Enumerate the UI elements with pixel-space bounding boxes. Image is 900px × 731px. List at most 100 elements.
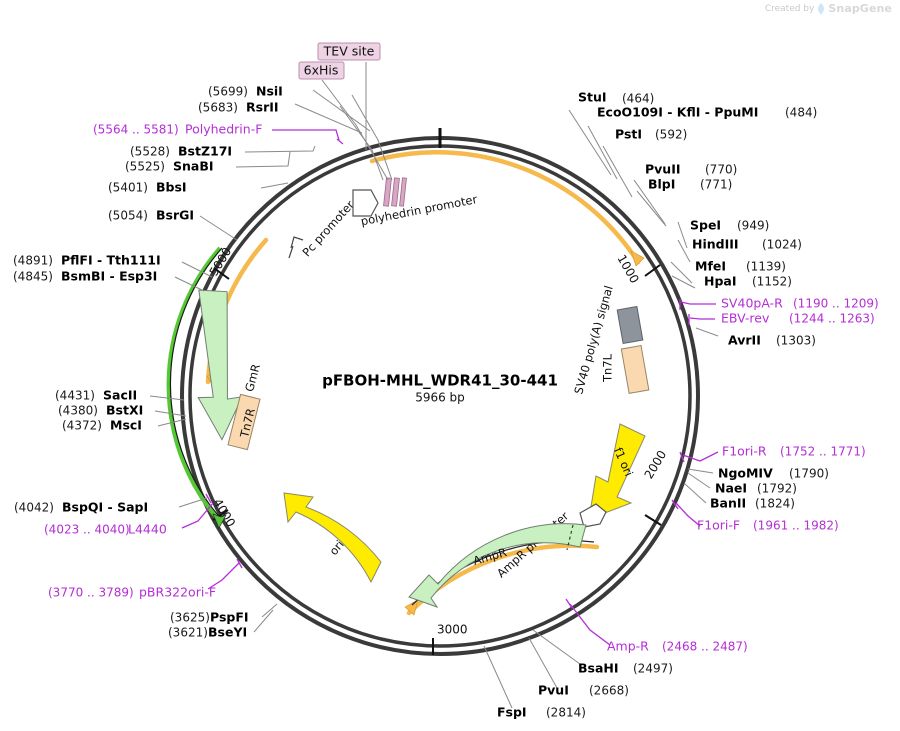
snapgene-leaf-icon (817, 2, 825, 15)
site-msci[interactable]: (4372) MscI (62, 418, 187, 433)
site-naei[interactable]: NaeI (1792) (687, 472, 797, 496)
feature-tn7l[interactable]: Tn7L (601, 345, 650, 394)
site-ecoo109i-kfli-ppumi[interactable]: EcoO109I - KflI - PpuMI (484) (587, 105, 817, 180)
site-f1ori-r[interactable]: F1ori-R (1752 .. 1771) (679, 444, 866, 463)
site-bseyi[interactable]: (3621) BseYI (168, 609, 274, 640)
site-bsahi[interactable]: BsaHI (2497) (532, 629, 673, 676)
feature-ampr[interactable]: AmpR (408, 523, 587, 608)
tick-label-2000: 2000 (642, 448, 670, 481)
plasmid-length: 5966 bp (415, 391, 465, 405)
site-bsmbi-esp3i[interactable]: (4845) BsmBI - Esp3I (13, 269, 205, 292)
site-blpi[interactable]: BlpI (771) (636, 177, 732, 227)
site-name-polyhedrin-f: Polyhedrin-F (185, 122, 262, 137)
site-name-f1ori-r: F1ori-R (722, 444, 767, 459)
site-bstxi[interactable]: (4380) BstXI (58, 403, 187, 418)
site-name-ngomiv: NgoMIV (718, 466, 773, 481)
site-snabi[interactable]: (5525) SnaBI (125, 151, 291, 174)
site-name-bstxi: BstXI (106, 403, 143, 418)
tick-label-3000: 3000 (437, 623, 468, 637)
orange-arc-arrowheads (206, 250, 645, 616)
site-psti[interactable]: PstI (592) (602, 127, 687, 198)
site-pos-f1ori-f: (1961 .. 1982) (753, 519, 839, 533)
site-ngomiv[interactable]: NgoMIV (1790) (687, 466, 829, 481)
site-name-stui: StuI (578, 90, 607, 105)
tag-tev-site[interactable]: TEV site (317, 42, 381, 150)
site-fspi[interactable]: FspI (2814) (483, 645, 586, 720)
site-bstz17i[interactable]: (5528) BstZ17I (130, 144, 316, 159)
site-name-banii: BanII (710, 496, 746, 511)
feature-label-tn7l: Tn7L (601, 353, 615, 383)
site-pvuii[interactable]: PvuII (770) (633, 162, 737, 225)
site-stui[interactable]: StuI (464) (568, 90, 654, 176)
site-pos-pbr322ori-f: (3770 .. 3789) (48, 586, 134, 600)
site-pspfi[interactable]: (3625) PspFI (170, 603, 278, 625)
site-spei[interactable]: SpeI (949) (677, 218, 769, 249)
site-name-bspqi: BspQI - SapI (62, 500, 148, 515)
site-pos-pspfi: (3625) (170, 611, 210, 625)
site-name-l4440: L4440 (128, 522, 167, 537)
feature-polyhedrin-promoter[interactable]: polyhedrin promoter (352, 177, 479, 229)
site-f1ori-f[interactable]: F1ori-F (1961 .. 1982) (671, 499, 839, 533)
site-name-psti: PstI (615, 127, 642, 142)
site-pos-hindiii: (1024) (762, 238, 802, 252)
site-sv40pa-r[interactable]: SV40pA-R (1190 .. 1209) (679, 296, 879, 311)
site-bspqi-sapi[interactable]: (4042) BspQI - SapI (14, 493, 212, 515)
site-hpai[interactable]: HpaI (1152) (671, 274, 792, 289)
site-pos-avrii: (1303) (776, 334, 816, 348)
site-nsii[interactable]: (5699) NsiI (208, 84, 371, 132)
site-ebv-rev[interactable]: EBV-rev (1244 .. 1263) (688, 311, 875, 326)
site-group-left: (3621) BseYI (3625) PspFI (3770 .. 3789)… (13, 253, 278, 640)
site-pos-polyhedrin-f: (5564 .. 5581) (93, 123, 179, 137)
site-name-bsahi: BsaHI (578, 661, 619, 676)
site-pos-snabi: (5525) (125, 160, 165, 174)
site-name-hpai: HpaI (704, 274, 737, 289)
site-pos-bbsi: (5401) (108, 181, 148, 195)
site-group-bottom: Amp-R (2468 .. 2487) BsaHI (2497) PvuI (… (483, 598, 748, 720)
site-sacii[interactable]: (4431) SacII (55, 388, 185, 403)
feature-pc-promoter[interactable]: Pc promoter (288, 198, 357, 260)
site-l4440[interactable]: (4023 .. 4040) L4440 (44, 502, 214, 537)
site-pos-bspqi: (4042) (14, 501, 54, 515)
site-name-bsrgi: BsrGI (156, 208, 194, 223)
site-rsrii[interactable]: (5683) RsrII (198, 100, 363, 134)
site-pbr322ori-f[interactable]: (3770 .. 3789) pBR322ori-F (48, 558, 243, 600)
site-bbsi[interactable]: (5401) BbsI (108, 180, 289, 195)
feature-f1-ori[interactable]: f1 ori (588, 423, 646, 520)
site-avrii[interactable]: AvrII (1303) (695, 327, 816, 348)
snapgene-branding: Created by SnapGene (765, 2, 892, 15)
site-name-rsrii: RsrII (246, 100, 279, 115)
site-name-naei: NaeI (715, 481, 747, 496)
site-pos-bseyi: (3621) (168, 626, 208, 640)
site-pflfi-tth111i[interactable]: (4891) PflFI - Tth111I (13, 253, 213, 278)
site-polyhedrin-f[interactable]: (5564 .. 5581) Polyhedrin-F (93, 122, 344, 145)
site-name-msci: MscI (110, 418, 142, 433)
site-pos-stui: (464) (622, 92, 654, 106)
site-name-bseyi: BseYI (208, 625, 247, 640)
feature-label-polyhedrin-promoter: polyhedrin promoter (360, 192, 479, 228)
created-by-label: Created by (764, 3, 815, 14)
feature-label-pc-promoter: Pc promoter (299, 198, 357, 260)
site-name-spei: SpeI (690, 218, 721, 233)
site-pos-bsahi: (2497) (633, 662, 673, 676)
site-group-topleft: (5054) BsrGI (5401) BbsI (5525) SnaBI (5… (93, 84, 371, 241)
site-pos-hpai: (1152) (752, 275, 792, 289)
snapgene-wordmark: SnapGene (828, 2, 892, 15)
site-name-nsii: NsiI (256, 84, 283, 99)
site-bsrgi[interactable]: (5054) BsrGI (108, 208, 238, 241)
site-banii[interactable]: BanII (1824) (684, 483, 795, 511)
tag-6xhis[interactable]: 6xHis (298, 61, 389, 181)
site-name-ecoo109i: EcoO109I - KflI - PpuMI (597, 105, 758, 120)
site-mfei[interactable]: MfeI (1139) (670, 259, 786, 284)
site-pvui[interactable]: PvuI (2668) (528, 637, 629, 698)
site-pos-msci: (4372) (62, 419, 102, 433)
site-pos-nsii: (5699) (208, 85, 248, 99)
site-pos-f1ori-r: (1752 .. 1771) (780, 445, 866, 459)
site-hindiii[interactable]: HindIII (1024) (677, 237, 802, 263)
site-pos-l4440: (4023 .. 4040) (44, 523, 130, 537)
site-pos-naei: (1792) (757, 482, 797, 496)
site-pos-ebv-rev: (1244 .. 1263) (789, 312, 875, 326)
plasmid-name: pFBOH-MHL_WDR41_30-441 (322, 372, 558, 390)
site-amp-r[interactable]: Amp-R (2468 .. 2487) (565, 598, 748, 654)
feature-ori[interactable]: ori (283, 492, 382, 584)
